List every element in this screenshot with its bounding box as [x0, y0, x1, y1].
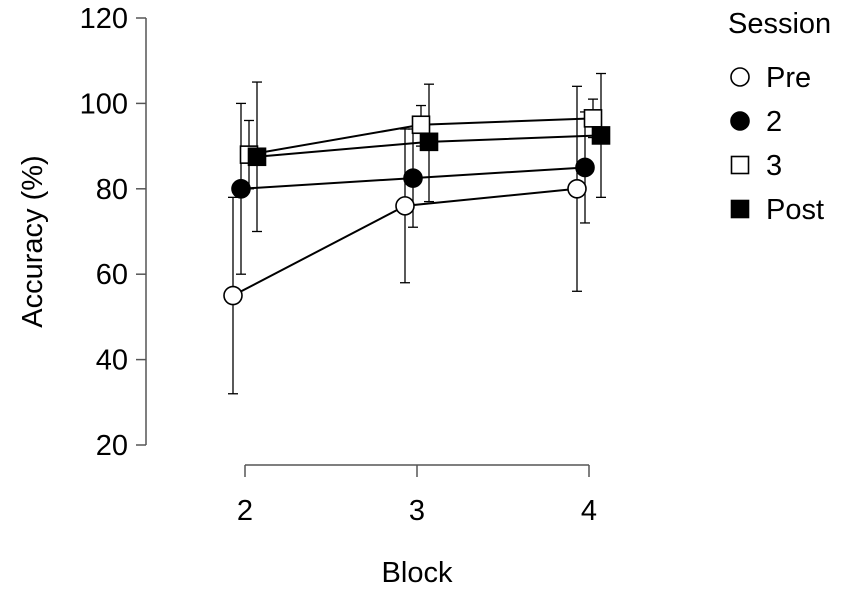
- data-point: [395, 196, 415, 216]
- x-tick-label: 2: [237, 495, 253, 527]
- legend-marker: [730, 67, 750, 87]
- x-tick-label: 4: [581, 495, 597, 527]
- data-point: [591, 126, 611, 145]
- x-axis-title: Block: [382, 557, 453, 589]
- legend-label: 3: [766, 150, 782, 182]
- legend-title: Session: [728, 8, 831, 40]
- data-point: [419, 132, 439, 152]
- y-tick-label: 20: [96, 430, 128, 462]
- legend-marker: [730, 199, 750, 219]
- legend-label: Pre: [766, 62, 811, 94]
- y-tick-label: 80: [96, 174, 128, 206]
- data-point: [403, 168, 423, 188]
- y-tick-label: 100: [80, 88, 128, 120]
- data-point: [247, 147, 267, 167]
- series-lines: [232, 117, 602, 297]
- data-point: [231, 179, 251, 199]
- x-tick-label: 3: [409, 495, 425, 527]
- legend-label: Post: [766, 194, 824, 226]
- y-tick-label: 120: [80, 3, 128, 35]
- legend-label: 2: [766, 106, 782, 138]
- data-point: [583, 109, 603, 128]
- data-point: [567, 179, 587, 199]
- y-tick-label: 40: [96, 345, 128, 377]
- data-point: [411, 115, 431, 135]
- legend: Session Pre 2 3 Post: [728, 8, 831, 226]
- x-axis: 2 3 4: [237, 464, 597, 527]
- data-markers: [223, 109, 611, 306]
- data-point: [575, 157, 595, 178]
- y-axis: 20 40 60 80 100 120: [80, 3, 147, 462]
- legend-marker: [730, 111, 750, 131]
- data-point: [223, 285, 243, 306]
- y-tick-label: 60: [96, 259, 128, 291]
- legend-marker: [730, 155, 750, 175]
- y-axis-title: Accuracy (%): [17, 155, 49, 327]
